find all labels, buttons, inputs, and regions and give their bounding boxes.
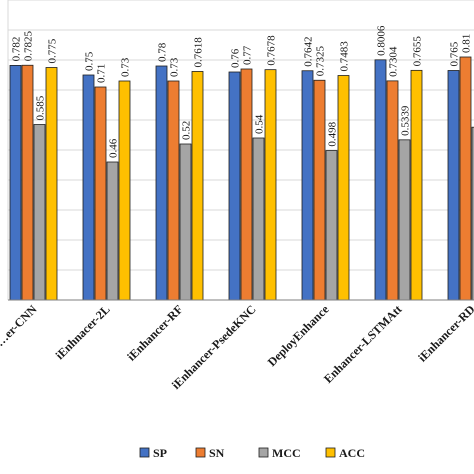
bar-sn xyxy=(21,64,34,301)
bar-sp xyxy=(301,70,314,301)
legend-swatch-sn xyxy=(195,447,206,458)
bars xyxy=(9,56,474,301)
bar-mcc xyxy=(252,137,265,301)
bar-acc xyxy=(118,80,131,301)
legend-label-sn: SN xyxy=(209,446,225,460)
category-label: iEnhancer-PsedeKNC xyxy=(169,302,259,392)
value-label: 0.76 xyxy=(230,48,242,68)
value-label: 0.73 xyxy=(169,57,181,77)
value-label: 0.81 xyxy=(461,34,473,53)
bar-sn xyxy=(386,80,399,301)
bar-sn xyxy=(167,80,180,301)
category-label: DeployEnhance xyxy=(265,302,332,369)
bar-sn xyxy=(94,86,107,301)
bar-acc xyxy=(264,69,277,301)
value-label: 0.782 xyxy=(11,37,23,62)
value-label: 0.78 xyxy=(157,42,169,62)
value-label: 0.7678 xyxy=(266,35,278,66)
bar-sp xyxy=(82,74,95,301)
legend-swatch-sp xyxy=(139,447,150,458)
bar-sp xyxy=(155,65,168,301)
category-label: iEnhancer-RF xyxy=(124,302,185,363)
bar-sp xyxy=(374,59,387,301)
bar-mcc xyxy=(106,161,119,301)
bar-sn xyxy=(313,79,326,301)
value-label: 0.52 xyxy=(181,121,193,140)
value-label: 0.71 xyxy=(96,64,108,83)
legend-swatch-mcc xyxy=(258,447,269,458)
bar-mcc xyxy=(325,150,338,301)
category-label: iEnhnacer-2L xyxy=(53,302,113,362)
bar-acc xyxy=(410,69,423,301)
value-label: 0.498 xyxy=(327,121,339,146)
legend-label-sp: SP xyxy=(153,446,167,460)
bar-acc xyxy=(45,67,58,301)
bar-sp xyxy=(228,71,241,301)
bar-sn xyxy=(240,68,253,301)
value-label: 0.54 xyxy=(254,114,266,134)
value-label: 0.7325 xyxy=(315,46,327,77)
value-label: 0.585 xyxy=(35,95,47,120)
bar-acc xyxy=(337,75,350,301)
bar-acc xyxy=(191,71,204,301)
category-label: iEnhancer-RD xyxy=(415,302,474,365)
value-label: 0.576 xyxy=(473,98,474,123)
category-labels: …er-CNN iEnhnacer-2L iEnhancer-RFiEnhancer… xyxy=(0,302,474,392)
value-label: 0.7642 xyxy=(303,36,315,66)
legend-label-acc: ACC xyxy=(339,446,365,460)
value-label: 0.7304 xyxy=(388,46,400,77)
legend-label-mcc: MCC xyxy=(272,446,301,460)
value-label: 0.46 xyxy=(108,138,120,158)
bar-mcc xyxy=(471,126,474,301)
value-label: 0.7825 xyxy=(23,31,35,62)
bar-mcc xyxy=(398,139,411,301)
value-label: 0.765 xyxy=(449,41,461,66)
legend-swatch-acc xyxy=(325,447,336,458)
legend: SP SN MCC ACC xyxy=(139,446,365,460)
value-label: 0.77 xyxy=(242,45,254,65)
value-label: 0.73 xyxy=(120,57,132,77)
bar-sp xyxy=(447,70,460,301)
bar-mcc xyxy=(33,124,46,301)
value-label: 0.75 xyxy=(84,51,96,71)
value-label: 0.5339 xyxy=(400,105,412,136)
category-label: Enhancer-LSTMAtt xyxy=(321,302,405,386)
bar-sp xyxy=(9,65,22,301)
bar-mcc xyxy=(179,143,192,301)
value-label: 0.7483 xyxy=(339,41,351,72)
value-label: 0.775 xyxy=(47,38,59,63)
value-label: 0.8006 xyxy=(376,25,388,56)
value-label: 0.7655 xyxy=(412,36,424,67)
value-label: 0.7618 xyxy=(193,37,205,68)
category-label: …er-CNN xyxy=(0,302,40,349)
bar-sn xyxy=(459,56,472,301)
